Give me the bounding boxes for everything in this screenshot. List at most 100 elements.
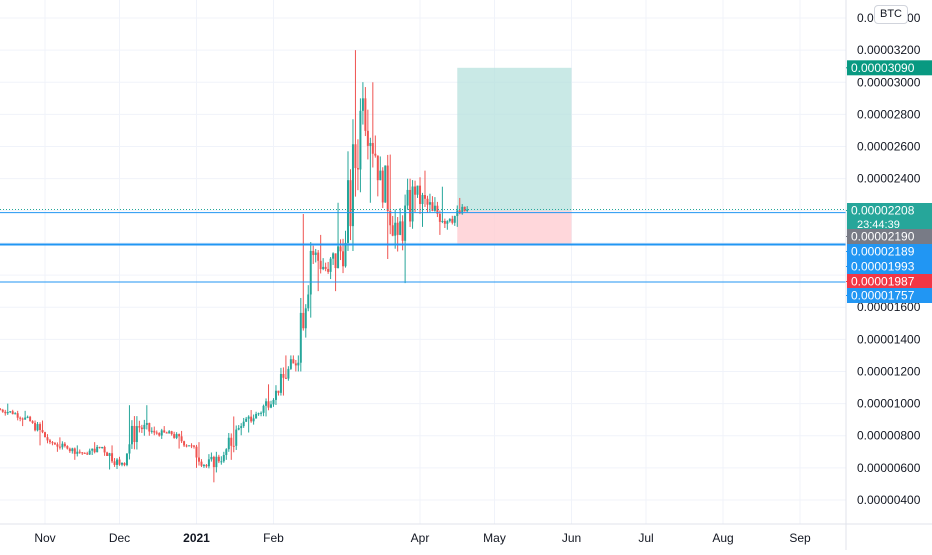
candle-body — [210, 456, 213, 460]
candle-body — [9, 411, 12, 413]
candle-body — [133, 425, 136, 443]
candle-body — [222, 455, 225, 462]
x-tick-label: Nov — [34, 531, 55, 545]
candle-body — [78, 451, 81, 453]
candle-body — [339, 246, 342, 252]
candle-body — [207, 459, 210, 467]
price-label[interactable] — [847, 203, 932, 233]
candle-body — [71, 448, 74, 452]
y-tick-label: 0.00000800 — [857, 429, 921, 443]
candle-body — [423, 195, 426, 199]
candle-body — [456, 210, 459, 217]
candle-body — [155, 432, 158, 434]
candle-body — [11, 411, 14, 415]
candle-body — [16, 413, 19, 418]
price-label[interactable] — [847, 274, 932, 289]
candle-body — [307, 294, 310, 309]
candle-body — [232, 445, 235, 447]
candle-body — [83, 452, 86, 454]
candle-body — [135, 426, 138, 443]
candle-body — [443, 220, 446, 224]
candle-body — [36, 424, 39, 431]
candle-body — [14, 413, 17, 415]
candle-body — [237, 428, 240, 430]
candle-body — [116, 459, 119, 465]
candle-body — [414, 186, 417, 195]
candle-body — [453, 216, 456, 223]
candle-body — [354, 144, 357, 169]
candle-body — [202, 465, 205, 467]
candle-body — [332, 253, 335, 259]
candle-body — [215, 456, 218, 468]
candle-body — [292, 359, 295, 364]
candle-body — [188, 445, 191, 447]
candle-body — [190, 445, 193, 447]
price-label-text: 0.00002190 — [851, 230, 915, 244]
candle-body — [235, 429, 238, 446]
candle-body — [53, 443, 56, 445]
position-profit-zone[interactable] — [457, 67, 572, 211]
candle-body — [76, 451, 79, 454]
candle-body — [265, 401, 268, 406]
candle-body — [409, 189, 412, 222]
candle-body — [125, 453, 128, 466]
candle-body — [19, 417, 22, 419]
candle-body — [168, 431, 171, 434]
candle-body — [441, 220, 444, 222]
candle-body — [183, 441, 186, 446]
x-tick-label: Feb — [263, 531, 284, 545]
candle-body — [73, 448, 76, 454]
candle-body — [185, 445, 188, 447]
currency-button[interactable]: BTC — [874, 5, 908, 24]
candle-body — [299, 312, 302, 363]
candle-body — [68, 448, 71, 452]
candle-body — [255, 413, 258, 419]
candle-body — [56, 444, 59, 447]
candle-body — [160, 430, 163, 436]
candle-body — [247, 416, 250, 419]
price-label-text: 0.00002208 — [851, 204, 915, 218]
candle-body — [319, 260, 322, 270]
candle-body — [337, 246, 340, 269]
candle-body — [6, 412, 9, 414]
candle-body — [66, 446, 69, 449]
price-label[interactable] — [847, 259, 932, 274]
candle-body — [165, 432, 168, 434]
price-label[interactable] — [847, 229, 932, 244]
position-loss-zone[interactable] — [457, 210, 572, 245]
candle-body — [391, 225, 394, 236]
candle-body — [111, 453, 114, 462]
candle-body — [342, 251, 345, 267]
candle-body — [389, 211, 392, 226]
candle-body — [270, 404, 273, 408]
candle-body — [31, 421, 34, 423]
candle-body — [394, 222, 397, 236]
y-tick-label: 0.00000600 — [857, 461, 921, 475]
candle-body — [51, 442, 54, 444]
price-label[interactable] — [847, 244, 932, 259]
price-label[interactable] — [847, 288, 932, 303]
candle-body — [294, 363, 297, 366]
y-tick-label: 0.00001200 — [857, 364, 921, 378]
price-label[interactable] — [847, 60, 932, 76]
x-tick-label: Dec — [109, 531, 130, 545]
x-tick-label: Jul — [638, 531, 653, 545]
candle-body — [26, 416, 29, 418]
candle-body — [426, 198, 429, 205]
candle-body — [34, 422, 37, 431]
y-tick-label: 0.00002800 — [857, 107, 921, 121]
candle-body — [356, 168, 359, 170]
candle-body — [101, 446, 104, 448]
candle-body — [158, 433, 161, 436]
candle-body — [419, 185, 422, 205]
candle-body — [106, 452, 109, 456]
candle-body — [277, 390, 280, 393]
candle-body — [245, 418, 248, 422]
candle-body — [458, 210, 461, 214]
candle-body — [317, 252, 320, 261]
candle-body — [170, 431, 173, 435]
candle-body — [448, 218, 451, 222]
candle-body — [178, 434, 181, 437]
